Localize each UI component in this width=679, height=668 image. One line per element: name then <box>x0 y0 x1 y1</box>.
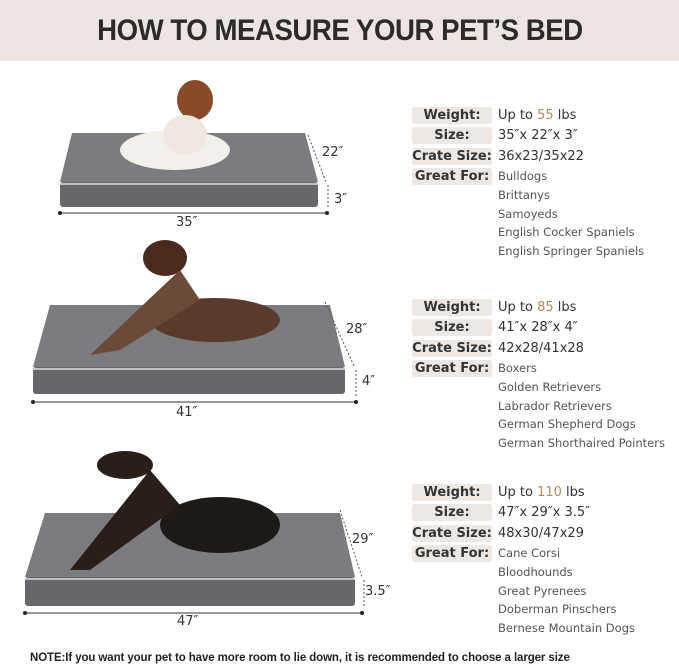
great-for-label: Great For: <box>412 545 492 562</box>
header-banner: HOW TO MEASURE YOUR PET’S BED <box>0 0 679 61</box>
dog-medium-icon <box>90 240 280 355</box>
weight-label: Weight: <box>412 299 492 316</box>
page-title: HOW TO MEASURE YOUR PET’S BED <box>96 13 583 47</box>
great-for-label: Great For: <box>412 168 492 185</box>
great-for-label: Great For: <box>412 360 492 377</box>
width-dimension: 29″ <box>352 532 374 547</box>
length-dimension: 41″ <box>176 405 198 420</box>
breed-item: Samoyeds <box>498 207 558 221</box>
breed-item: Bernese Mountain Dogs <box>498 621 635 635</box>
size-value: 47″x 29″x 3.5″ <box>498 505 590 520</box>
breed-item: English Cocker Spaniels <box>498 225 635 239</box>
crate-label: Crate Size: <box>412 148 492 165</box>
length-dimension: 35″ <box>176 215 198 230</box>
breed-item: Cane Corsi <box>498 546 561 560</box>
breed-item: Brittanys <box>498 188 550 202</box>
breed-item: Labrador Retrievers <box>498 399 612 413</box>
size-note: NOTE:If you want your pet to have more r… <box>30 652 570 664</box>
weight-label: Weight: <box>412 484 492 501</box>
dog-small-icon <box>120 80 230 170</box>
breed-item: Doberman Pinschers <box>498 602 617 616</box>
weight-value: Up to 55 lbs <box>498 108 577 123</box>
height-dimension: 4″ <box>362 374 376 389</box>
length-dimension: 47″ <box>177 614 199 629</box>
size-value: 35″x 22″x 3″ <box>498 128 578 143</box>
breed-item: Boxers <box>498 361 537 375</box>
crate-value: 42x28/41x28 <box>498 341 584 356</box>
size-value: 41″x 28″x 4″ <box>498 320 578 335</box>
breed-item: Great Pyrenees <box>498 584 587 598</box>
size-label: Size: <box>412 504 492 521</box>
weight-value: Up to 85 lbs <box>498 300 577 315</box>
breed-item: English Springer Spaniels <box>498 244 645 258</box>
height-dimension: 3″ <box>334 192 348 207</box>
weight-value: Up to 110 lbs <box>498 485 585 500</box>
crate-value: 36x23/35x22 <box>498 149 584 164</box>
breed-item: German Shepherd Dogs <box>498 417 636 431</box>
dog-large-icon <box>70 451 280 570</box>
weight-label: Weight: <box>412 107 492 124</box>
size-label: Size: <box>412 127 492 144</box>
breed-item: Bloodhounds <box>498 565 573 579</box>
size-label: Size: <box>412 319 492 336</box>
breed-item: Bulldogs <box>498 169 548 183</box>
crate-label: Crate Size: <box>412 525 492 542</box>
breed-item: German Shorthaired Pointers <box>498 436 665 450</box>
height-dimension: 3.5″ <box>365 584 391 599</box>
crate-value: 48x30/47x29 <box>498 526 584 541</box>
breed-item: Golden Retrievers <box>498 380 602 394</box>
width-dimension: 22″ <box>322 145 344 160</box>
width-dimension: 28″ <box>346 322 368 337</box>
crate-label: Crate Size: <box>412 340 492 357</box>
